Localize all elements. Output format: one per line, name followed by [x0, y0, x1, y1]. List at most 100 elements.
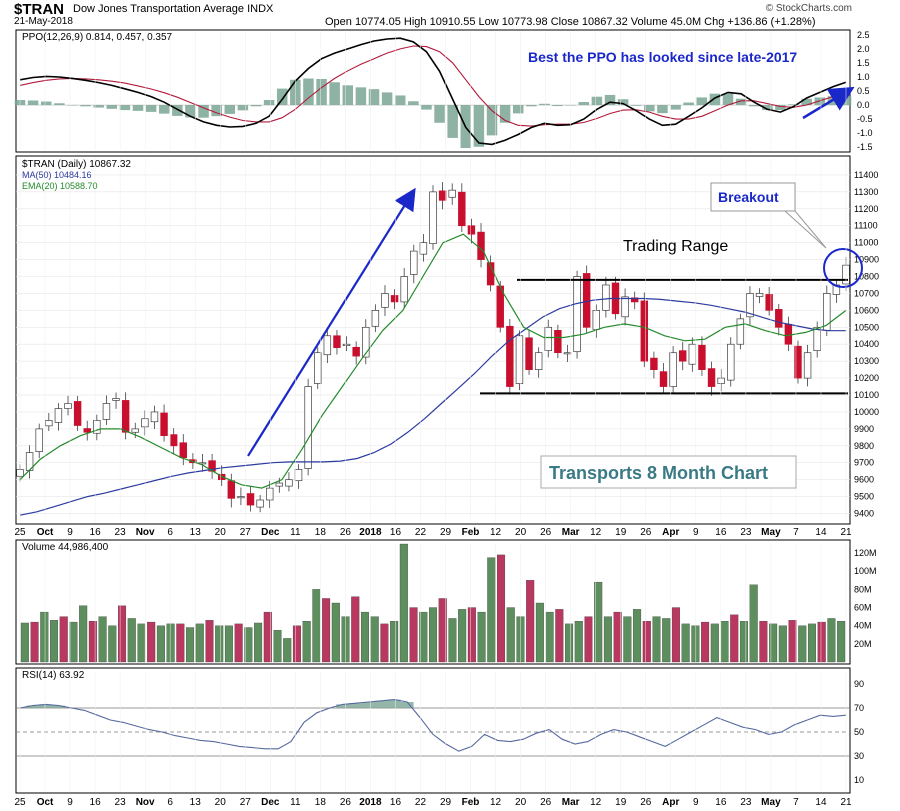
rsi-x-tick: 11 [290, 797, 301, 808]
ppo-histogram-bar [788, 104, 799, 106]
volume-bar [147, 621, 156, 663]
price-x-tick: 20 [215, 527, 227, 538]
ppo-histogram-bar [106, 105, 118, 109]
ppo-histogram-bar [434, 105, 445, 123]
volume-bar [730, 614, 739, 663]
ppo-histogram-bar [408, 101, 419, 106]
rsi-x-tick: 13 [190, 797, 202, 808]
price-x-tick: Nov [136, 527, 155, 538]
price-y-tick: 9800 [854, 441, 874, 451]
candle-body [554, 329, 562, 354]
volume-bar [390, 621, 399, 663]
rsi-y-tick: 70 [854, 703, 864, 713]
volume-bar [215, 625, 224, 663]
price-x-tick: 16 [90, 527, 102, 538]
volume-bar [526, 580, 535, 663]
volume-bar [623, 616, 632, 663]
volume-bar [603, 616, 612, 663]
candle-body [448, 189, 456, 198]
volume-bar [837, 621, 846, 663]
ppo-histogram-bar [722, 93, 734, 106]
volume-y-tick: 20M [854, 639, 872, 649]
price-legend-ma50: MA(50) 10484.16 [22, 170, 92, 180]
candle-body [794, 345, 802, 379]
ppo-histogram-bar [617, 99, 629, 106]
volume-bar [535, 602, 544, 663]
price-y-tick: 11400 [854, 170, 878, 180]
volume-y-tick: 40M [854, 621, 872, 631]
ppo-histogram-bar [526, 105, 537, 107]
rsi-x-tick: Feb [462, 797, 480, 808]
candle-body [736, 318, 745, 345]
price-y-tick: 10000 [854, 407, 879, 417]
ppo-histogram-bar [670, 105, 681, 110]
ppo-y-tick: 0.0 [857, 100, 870, 110]
rsi-x-tick: Oct [37, 797, 54, 808]
candle-body [775, 309, 783, 328]
ppo-histogram-bar [54, 103, 65, 106]
candle-body [304, 386, 312, 469]
rsi-x-tick: 12 [490, 797, 502, 808]
rsi-x-tick: Dec [261, 797, 280, 808]
candle-body [54, 408, 63, 423]
candle-body [410, 250, 418, 275]
rsi-x-tick: Mar [562, 797, 580, 808]
rsi-overbought-fill [26, 699, 414, 708]
candle-body [419, 242, 428, 255]
candle-body [727, 343, 735, 381]
volume-bar [283, 638, 292, 663]
ppo-histogram-bar [211, 105, 222, 117]
ppo-histogram-bar [132, 105, 144, 111]
volume-bar [749, 584, 758, 663]
rsi-legend: RSI(14) 63.92 [22, 670, 85, 681]
candle-body [131, 428, 139, 433]
candle-body [659, 371, 668, 387]
volume-bar [487, 557, 496, 663]
price-x-tick: Feb [462, 527, 480, 538]
candle-body [640, 300, 649, 362]
price-x-tick: 9 [693, 527, 699, 538]
ppo-histogram-bar [762, 105, 773, 111]
ppo-arrow [802, 86, 855, 120]
candle-body [602, 284, 610, 311]
price-x-tick: 25 [14, 527, 26, 538]
rsi-x-tick: 23 [740, 797, 752, 808]
rsi-x-tick: 23 [115, 797, 127, 808]
volume-bar [205, 620, 214, 663]
ppo-histogram-bar [93, 105, 104, 108]
candle-body [429, 191, 437, 245]
volume-bar [594, 581, 603, 663]
volume-bar [419, 611, 428, 663]
price-y-tick: 11100 [854, 221, 878, 231]
rsi-x-tick: 12 [590, 797, 602, 808]
candle-body [275, 482, 284, 487]
rsi-x-tick: 14 [815, 797, 827, 808]
price-y-tick: 10100 [854, 390, 879, 400]
volume-bar [739, 621, 748, 663]
rsi-y-tick: 90 [854, 679, 864, 689]
ppo-histogram-bar [237, 105, 249, 111]
candle-body [582, 273, 591, 328]
price-y-tick: 10500 [854, 322, 879, 332]
candle-body [352, 346, 360, 357]
volume-bar [477, 611, 486, 663]
price-y-tick: 10400 [854, 339, 879, 349]
price-x-tick: 14 [815, 527, 827, 538]
volume-bar [273, 630, 282, 663]
volume-bar [467, 607, 476, 663]
price-x-tick: 9 [67, 527, 73, 538]
ppo-histogram-bar [316, 79, 327, 106]
volume-bar [565, 623, 574, 663]
price-x-tick: 7 [793, 527, 799, 538]
ppo-y-tick: 0.5 [857, 86, 870, 96]
breakout-label: Breakout [718, 189, 779, 205]
ppo-histogram-bar [158, 105, 170, 114]
ppo-histogram-bar [250, 105, 262, 107]
candle-body [227, 480, 236, 499]
volume-bar [186, 627, 195, 663]
candle-body [83, 428, 91, 433]
chart-date: 21-May-2018 [14, 16, 73, 27]
volume-y-tick: 100M [854, 566, 877, 576]
volume-bar [769, 623, 778, 663]
price-legend-symbol: $TRAN (Daily) 10867.32 [22, 159, 131, 170]
